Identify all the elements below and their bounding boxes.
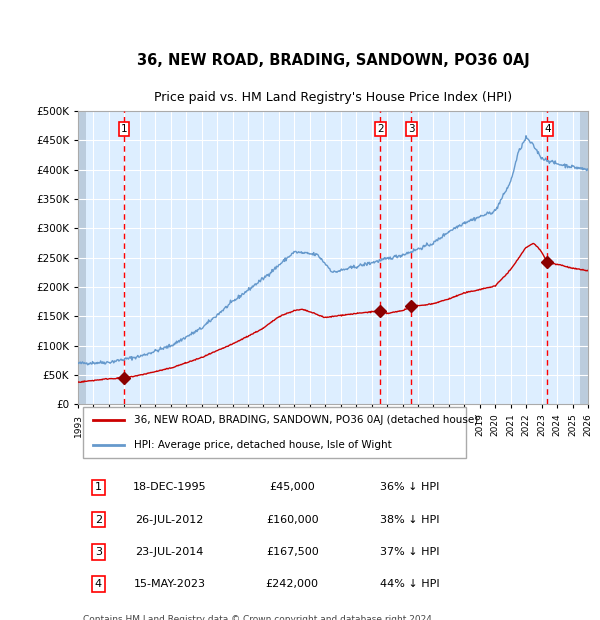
Text: 37% ↓ HPI: 37% ↓ HPI [380,547,439,557]
Text: 38% ↓ HPI: 38% ↓ HPI [380,515,439,525]
Text: 3: 3 [95,547,102,557]
Text: 2: 2 [377,124,384,134]
Text: 1: 1 [95,482,102,492]
Text: Price paid vs. HM Land Registry's House Price Index (HPI): Price paid vs. HM Land Registry's House … [154,91,512,104]
Text: £167,500: £167,500 [266,547,319,557]
Text: 36, NEW ROAD, BRADING, SANDOWN, PO36 0AJ: 36, NEW ROAD, BRADING, SANDOWN, PO36 0AJ [137,53,529,68]
Text: £45,000: £45,000 [269,482,315,492]
Text: 15-MAY-2023: 15-MAY-2023 [134,579,206,589]
Text: 4: 4 [95,579,102,589]
Text: 2: 2 [95,515,102,525]
Text: HPI: Average price, detached house, Isle of Wight: HPI: Average price, detached house, Isle… [134,440,392,450]
Text: 26-JUL-2012: 26-JUL-2012 [136,515,204,525]
Text: 1: 1 [121,124,127,134]
Text: 44% ↓ HPI: 44% ↓ HPI [380,579,439,589]
Text: 36, NEW ROAD, BRADING, SANDOWN, PO36 0AJ (detached house): 36, NEW ROAD, BRADING, SANDOWN, PO36 0AJ… [134,415,478,425]
Text: Contains HM Land Registry data © Crown copyright and database right 2024.: Contains HM Land Registry data © Crown c… [83,615,435,620]
FancyBboxPatch shape [83,407,466,458]
Text: 23-JUL-2014: 23-JUL-2014 [136,547,204,557]
Text: 4: 4 [544,124,551,134]
Bar [78,111,86,404]
Text: £242,000: £242,000 [266,579,319,589]
Bar [580,111,588,404]
Text: 36% ↓ HPI: 36% ↓ HPI [380,482,439,492]
Text: 3: 3 [408,124,415,134]
Text: £160,000: £160,000 [266,515,319,525]
Text: 18-DEC-1995: 18-DEC-1995 [133,482,206,492]
